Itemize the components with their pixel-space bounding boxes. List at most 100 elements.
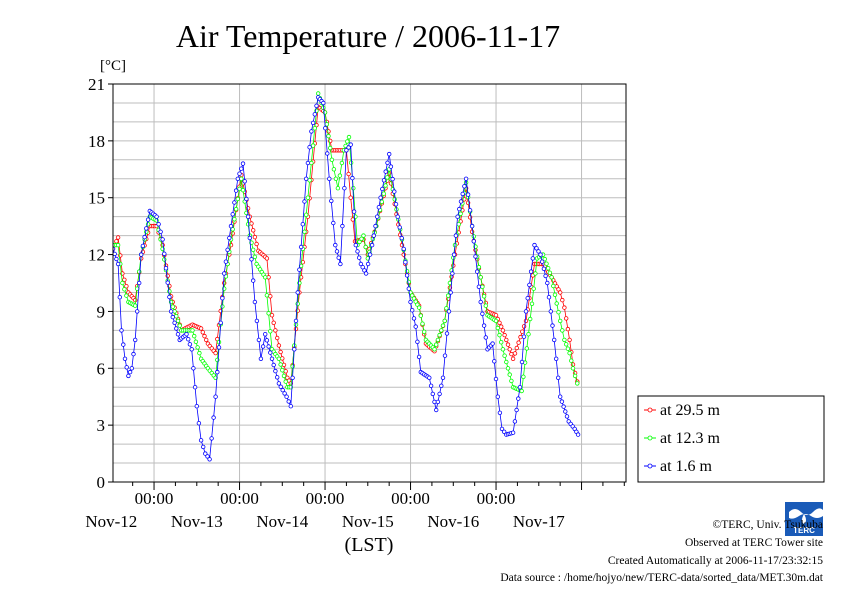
data-point [273, 328, 278, 333]
data-point [521, 374, 526, 379]
data-point [492, 359, 497, 364]
data-point [189, 347, 194, 352]
data-point [276, 356, 282, 361]
data-point [124, 284, 129, 289]
data-point [312, 112, 317, 117]
data-point [239, 176, 244, 181]
data-point [194, 404, 199, 409]
data-point [404, 273, 410, 278]
data-point [252, 234, 258, 240]
data-point [269, 356, 275, 361]
data-point [569, 358, 574, 363]
legend-box [637, 395, 825, 483]
data-point [335, 185, 341, 191]
data-point [239, 166, 244, 171]
data-point [126, 373, 131, 379]
data-point [325, 151, 330, 156]
data-point [124, 365, 129, 370]
data-point [202, 333, 207, 339]
data-point [174, 326, 179, 331]
data-point [298, 244, 304, 250]
data-point [336, 255, 341, 260]
data-point [458, 199, 464, 204]
data-point [550, 323, 555, 328]
data-point [543, 273, 548, 279]
data-point [516, 396, 521, 401]
data-point [221, 271, 227, 276]
data-point [167, 294, 172, 300]
data-point [517, 385, 523, 390]
data-point [205, 454, 210, 459]
y-tick-label: 18 [88, 132, 105, 151]
data-point [510, 430, 516, 435]
data-point [564, 342, 569, 347]
data-point [463, 176, 469, 181]
data-point [516, 340, 521, 345]
data-point [546, 295, 552, 300]
data-point [250, 247, 256, 252]
data-point [302, 229, 307, 234]
data-point [337, 173, 343, 178]
data-point [283, 379, 288, 384]
data-point [440, 323, 446, 328]
data-point [360, 265, 365, 270]
data-point [264, 256, 270, 261]
data-point [168, 309, 174, 314]
data-point [512, 419, 518, 424]
data-point [437, 332, 442, 338]
data-point [434, 342, 439, 347]
data-point [252, 254, 258, 260]
data-point [268, 350, 273, 355]
data-point [480, 284, 485, 289]
data-point [448, 290, 453, 295]
data-point [575, 432, 581, 437]
data-point [383, 169, 388, 174]
y-tick-label: 0 [97, 473, 106, 492]
observed-text: Observed at TERC Tower site [684, 537, 823, 549]
x-day-label: Nov-13 [171, 512, 223, 531]
data-point [378, 195, 383, 200]
data-point [392, 197, 397, 202]
data-point [170, 314, 175, 320]
x-axis-label: (LST) [345, 534, 394, 556]
data-point [565, 326, 571, 332]
x-time-tick-label: 00:00 [391, 489, 430, 508]
data-point [134, 309, 140, 314]
data-point [331, 167, 337, 172]
data-point [254, 318, 260, 324]
data-point [465, 192, 471, 197]
data-point [416, 305, 422, 310]
data-point [560, 297, 565, 303]
data-point [457, 206, 462, 212]
data-point [114, 239, 119, 244]
data-point [381, 191, 386, 196]
data-point [187, 342, 193, 347]
data-point [476, 264, 482, 270]
data-point [575, 381, 580, 386]
data-point [434, 407, 439, 413]
data-point [316, 91, 321, 96]
data-point [355, 249, 360, 254]
data-point [269, 313, 275, 318]
data-point [558, 318, 563, 324]
data-point [138, 252, 144, 257]
data-point [371, 233, 376, 238]
data-point [233, 206, 239, 212]
x-time-tick-label: 00:00 [135, 489, 174, 508]
data-point [292, 347, 297, 352]
data-point [329, 198, 334, 204]
data-point [244, 196, 249, 202]
data-point [144, 226, 149, 231]
data-point [333, 242, 338, 248]
data-point [401, 246, 406, 252]
data-point [233, 188, 239, 193]
data-point [428, 383, 434, 388]
data-point [338, 261, 343, 267]
data-point [502, 353, 507, 358]
x-day-label: Nov-12 [85, 512, 137, 531]
data-point [223, 259, 229, 264]
data-point [562, 305, 567, 310]
plot-frame [112, 83, 627, 483]
data-point [314, 103, 319, 108]
